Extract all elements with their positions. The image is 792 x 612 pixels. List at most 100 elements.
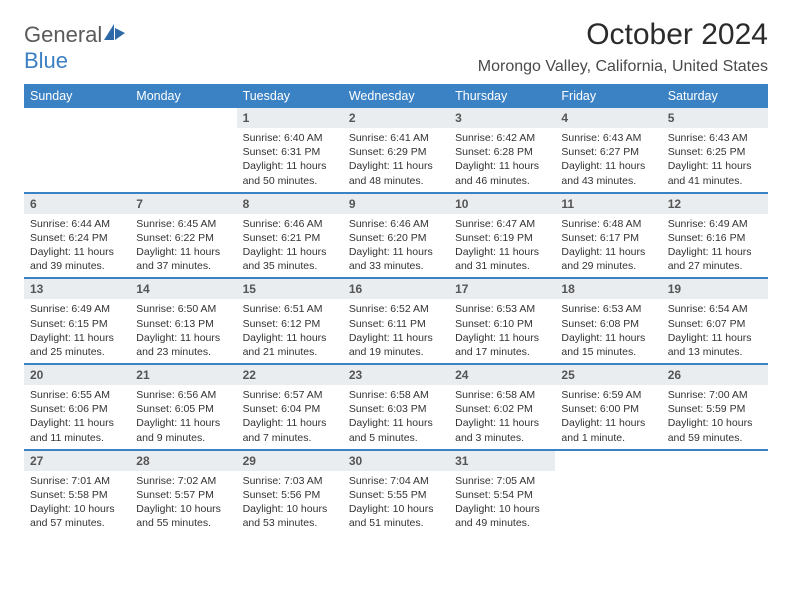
day-number: 20 [24, 365, 130, 385]
day-sunset: Sunset: 6:13 PM [136, 317, 230, 331]
day-number: 26 [662, 365, 768, 385]
day-body: Sunrise: 6:41 AMSunset: 6:29 PMDaylight:… [343, 128, 449, 192]
day-sunset: Sunset: 6:19 PM [455, 231, 549, 245]
day-sunrise: Sunrise: 6:51 AM [243, 302, 337, 316]
weekday-row: SundayMondayTuesdayWednesdayThursdayFrid… [24, 84, 768, 108]
day-sunrise: Sunrise: 6:52 AM [349, 302, 443, 316]
day-sunrise: Sunrise: 6:42 AM [455, 131, 549, 145]
day-daylight1: Daylight: 11 hours [455, 331, 549, 345]
day-sunrise: Sunrise: 6:48 AM [561, 217, 655, 231]
day-daylight1: Daylight: 11 hours [349, 159, 443, 173]
day-sunrise: Sunrise: 7:02 AM [136, 474, 230, 488]
calendar-week-row: 27Sunrise: 7:01 AMSunset: 5:58 PMDayligh… [24, 450, 768, 535]
calendar-cell: 31Sunrise: 7:05 AMSunset: 5:54 PMDayligh… [449, 450, 555, 535]
day-daylight1: Daylight: 11 hours [561, 245, 655, 259]
day-daylight2: and 50 minutes. [243, 174, 337, 188]
day-body: Sunrise: 7:00 AMSunset: 5:59 PMDaylight:… [662, 385, 768, 449]
day-number: 15 [237, 279, 343, 299]
day-sunrise: Sunrise: 6:46 AM [349, 217, 443, 231]
day-number: 24 [449, 365, 555, 385]
day-body: Sunrise: 7:01 AMSunset: 5:58 PMDaylight:… [24, 471, 130, 535]
day-number: 12 [662, 194, 768, 214]
day-number: 11 [555, 194, 661, 214]
calendar-head: SundayMondayTuesdayWednesdayThursdayFrid… [24, 84, 768, 108]
calendar-cell: 14Sunrise: 6:50 AMSunset: 6:13 PMDayligh… [130, 278, 236, 364]
day-sunset: Sunset: 6:24 PM [30, 231, 124, 245]
calendar-cell: 5Sunrise: 6:43 AMSunset: 6:25 PMDaylight… [662, 108, 768, 193]
day-daylight2: and 7 minutes. [243, 431, 337, 445]
day-sunset: Sunset: 5:58 PM [30, 488, 124, 502]
day-number: 8 [237, 194, 343, 214]
location-text: Morongo Valley, California, United State… [478, 58, 768, 76]
day-daylight1: Daylight: 11 hours [561, 416, 655, 430]
day-body: Sunrise: 6:46 AMSunset: 6:20 PMDaylight:… [343, 214, 449, 278]
day-body: Sunrise: 6:53 AMSunset: 6:08 PMDaylight:… [555, 299, 661, 363]
day-sunrise: Sunrise: 6:53 AM [561, 302, 655, 316]
day-sunrise: Sunrise: 7:01 AM [30, 474, 124, 488]
day-daylight1: Daylight: 11 hours [455, 159, 549, 173]
calendar-table: SundayMondayTuesdayWednesdayThursdayFrid… [24, 84, 768, 534]
day-number: 18 [555, 279, 661, 299]
day-body: Sunrise: 6:45 AMSunset: 6:22 PMDaylight:… [130, 214, 236, 278]
day-body: Sunrise: 6:51 AMSunset: 6:12 PMDaylight:… [237, 299, 343, 363]
calendar-cell: 26Sunrise: 7:00 AMSunset: 5:59 PMDayligh… [662, 364, 768, 450]
day-sunrise: Sunrise: 6:49 AM [668, 217, 762, 231]
calendar-cell: 13Sunrise: 6:49 AMSunset: 6:15 PMDayligh… [24, 278, 130, 364]
day-sunset: Sunset: 6:02 PM [455, 402, 549, 416]
calendar-cell: 20Sunrise: 6:55 AMSunset: 6:06 PMDayligh… [24, 364, 130, 450]
day-body: Sunrise: 6:43 AMSunset: 6:27 PMDaylight:… [555, 128, 661, 192]
page-header: GeneralBlue October 2024 Morongo Valley,… [24, 18, 768, 76]
day-daylight1: Daylight: 10 hours [243, 502, 337, 516]
day-body: Sunrise: 6:54 AMSunset: 6:07 PMDaylight:… [662, 299, 768, 363]
day-daylight2: and 37 minutes. [136, 259, 230, 273]
day-sunset: Sunset: 6:27 PM [561, 145, 655, 159]
day-daylight2: and 1 minute. [561, 431, 655, 445]
calendar-cell: 10Sunrise: 6:47 AMSunset: 6:19 PMDayligh… [449, 193, 555, 279]
day-daylight2: and 25 minutes. [30, 345, 124, 359]
day-daylight2: and 21 minutes. [243, 345, 337, 359]
day-daylight2: and 29 minutes. [561, 259, 655, 273]
day-daylight1: Daylight: 11 hours [455, 416, 549, 430]
day-sunrise: Sunrise: 6:43 AM [561, 131, 655, 145]
day-number: 19 [662, 279, 768, 299]
day-sunset: Sunset: 6:07 PM [668, 317, 762, 331]
day-number: 16 [343, 279, 449, 299]
day-sunrise: Sunrise: 6:40 AM [243, 131, 337, 145]
day-sunset: Sunset: 6:22 PM [136, 231, 230, 245]
day-number: 30 [343, 451, 449, 471]
day-body: Sunrise: 6:46 AMSunset: 6:21 PMDaylight:… [237, 214, 343, 278]
calendar-cell: 7Sunrise: 6:45 AMSunset: 6:22 PMDaylight… [130, 193, 236, 279]
day-body: Sunrise: 6:58 AMSunset: 6:03 PMDaylight:… [343, 385, 449, 449]
calendar-cell: 17Sunrise: 6:53 AMSunset: 6:10 PMDayligh… [449, 278, 555, 364]
day-daylight1: Daylight: 11 hours [243, 331, 337, 345]
day-sunset: Sunset: 6:17 PM [561, 231, 655, 245]
day-sunrise: Sunrise: 6:56 AM [136, 388, 230, 402]
day-number: 27 [24, 451, 130, 471]
day-daylight2: and 35 minutes. [243, 259, 337, 273]
day-daylight1: Daylight: 11 hours [30, 416, 124, 430]
day-sunset: Sunset: 6:04 PM [243, 402, 337, 416]
calendar-week-row: 6Sunrise: 6:44 AMSunset: 6:24 PMDaylight… [24, 193, 768, 279]
day-sunrise: Sunrise: 6:47 AM [455, 217, 549, 231]
calendar-cell-empty [130, 108, 236, 193]
month-title: October 2024 [478, 18, 768, 52]
day-daylight1: Daylight: 11 hours [349, 245, 443, 259]
day-body: Sunrise: 7:04 AMSunset: 5:55 PMDaylight:… [343, 471, 449, 535]
day-daylight2: and 39 minutes. [30, 259, 124, 273]
day-daylight1: Daylight: 11 hours [349, 331, 443, 345]
day-number: 31 [449, 451, 555, 471]
logo-text: GeneralBlue [24, 22, 126, 74]
calendar-cell: 1Sunrise: 6:40 AMSunset: 6:31 PMDaylight… [237, 108, 343, 193]
day-sunrise: Sunrise: 6:59 AM [561, 388, 655, 402]
day-sunrise: Sunrise: 7:00 AM [668, 388, 762, 402]
calendar-cell-empty [24, 108, 130, 193]
calendar-cell: 25Sunrise: 6:59 AMSunset: 6:00 PMDayligh… [555, 364, 661, 450]
day-body: Sunrise: 6:44 AMSunset: 6:24 PMDaylight:… [24, 214, 130, 278]
day-sunrise: Sunrise: 6:57 AM [243, 388, 337, 402]
day-daylight2: and 15 minutes. [561, 345, 655, 359]
day-number: 23 [343, 365, 449, 385]
calendar-cell: 19Sunrise: 6:54 AMSunset: 6:07 PMDayligh… [662, 278, 768, 364]
day-daylight1: Daylight: 11 hours [561, 159, 655, 173]
day-daylight1: Daylight: 11 hours [136, 245, 230, 259]
calendar-cell: 23Sunrise: 6:58 AMSunset: 6:03 PMDayligh… [343, 364, 449, 450]
